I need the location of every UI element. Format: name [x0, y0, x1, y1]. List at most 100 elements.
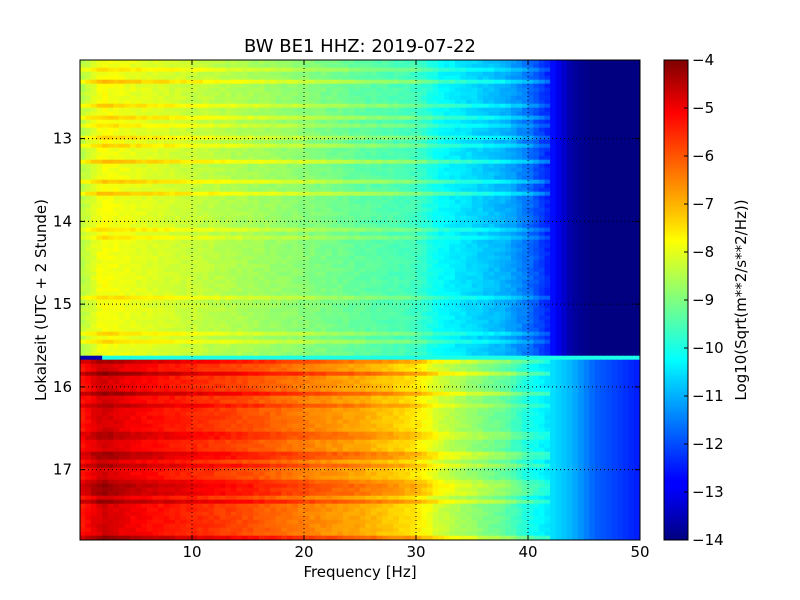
heatmap-cell: [488, 159, 495, 165]
heatmap-cell: [191, 103, 198, 109]
heatmap-cell: [634, 83, 640, 89]
heatmap-cell: [432, 167, 439, 173]
heatmap-cell: [466, 179, 473, 185]
heatmap-cell: [482, 171, 490, 177]
heatmap-cell: [242, 111, 249, 117]
heatmap-cell: [158, 135, 165, 141]
heatmap-cell: [214, 79, 221, 85]
heatmap-cell: [454, 79, 462, 85]
heatmap-cell: [555, 207, 562, 213]
heatmap-cell: [85, 215, 92, 221]
heatmap-cell: [180, 79, 187, 85]
heatmap-cell: [135, 123, 142, 129]
heatmap-cell: [359, 163, 366, 169]
heatmap-cell: [135, 63, 142, 69]
heatmap-cell: [566, 147, 574, 153]
heatmap-cell: [80, 155, 86, 161]
heatmap-cell: [533, 119, 540, 125]
heatmap-cell: [600, 167, 607, 173]
heatmap-cell: [527, 139, 534, 145]
heatmap-cell: [460, 151, 467, 157]
heatmap-cell: [80, 139, 86, 145]
heatmap-cell: [606, 243, 613, 249]
heatmap-cell: [320, 191, 327, 197]
heatmap-cell: [253, 183, 260, 189]
heatmap-cell: [516, 179, 523, 185]
heatmap-cell: [527, 235, 534, 241]
heatmap-cell: [421, 83, 428, 89]
heatmap-cell: [130, 235, 137, 241]
heatmap-cell: [214, 83, 221, 89]
heatmap-cell: [197, 191, 204, 197]
heatmap-cell: [219, 243, 226, 249]
heatmap-cell: [247, 75, 254, 81]
heatmap-cell: [600, 187, 607, 193]
heatmap-cell: [107, 95, 114, 101]
heatmap-cell: [191, 135, 198, 141]
heatmap-cell: [348, 119, 355, 125]
heatmap-cell: [298, 255, 305, 261]
heatmap-cell: [326, 155, 333, 161]
heatmap-cell: [477, 155, 484, 161]
heatmap-cell: [348, 123, 355, 129]
heatmap-cell: [404, 119, 411, 125]
heatmap-cell: [527, 247, 534, 253]
heatmap-cell: [169, 171, 176, 177]
heatmap-cell: [600, 135, 607, 141]
heatmap-cell: [611, 179, 618, 185]
heatmap-cell: [611, 99, 618, 105]
heatmap-cell: [180, 211, 187, 217]
heatmap-cell: [230, 67, 238, 73]
heatmap-cell: [236, 71, 243, 77]
heatmap-cell: [292, 60, 299, 65]
heatmap-cell: [130, 67, 137, 73]
heatmap-cell: [258, 219, 266, 225]
heatmap-cell: [180, 143, 187, 149]
heatmap-cell: [421, 75, 428, 81]
heatmap-cell: [505, 175, 512, 181]
heatmap-cell: [527, 63, 534, 69]
heatmap-cell: [566, 211, 574, 217]
heatmap-cell: [169, 195, 176, 201]
heatmap-cell: [538, 99, 546, 105]
heatmap-cell: [583, 107, 590, 113]
heatmap-cell: [102, 227, 109, 233]
heatmap-cell: [370, 71, 378, 77]
heatmap-cell: [628, 235, 635, 241]
heatmap-cell: [247, 227, 254, 233]
heatmap-cell: [432, 63, 439, 69]
heatmap-cell: [617, 135, 624, 141]
heatmap-cell: [236, 251, 243, 257]
heatmap-cell: [118, 99, 126, 105]
heatmap-cell: [404, 131, 411, 137]
heatmap-cell: [163, 71, 170, 77]
heatmap-cell: [247, 83, 254, 89]
heatmap-cell: [130, 251, 137, 257]
heatmap-cell: [460, 231, 467, 237]
heatmap-cell: [382, 95, 389, 101]
heatmap-cell: [197, 91, 204, 97]
heatmap-cell: [281, 207, 288, 213]
heatmap-cell: [477, 207, 484, 213]
heatmap-cell: [628, 83, 635, 89]
heatmap-cell: [561, 175, 568, 181]
heatmap-cell: [510, 191, 518, 197]
heatmap-cell: [482, 139, 490, 145]
heatmap-cell: [253, 167, 260, 173]
heatmap-cell: [365, 247, 372, 253]
heatmap-cell: [90, 179, 98, 185]
heatmap-cell: [342, 215, 350, 221]
heatmap-cell: [426, 87, 434, 93]
heatmap-cell: [634, 91, 640, 97]
heatmap-cell: [634, 191, 640, 197]
heatmap-cell: [180, 207, 187, 213]
heatmap-cell: [550, 199, 557, 205]
heatmap-cell: [96, 215, 103, 221]
heatmap-cell: [449, 251, 456, 257]
heatmap-cell: [158, 215, 165, 221]
heatmap-cell: [622, 239, 630, 245]
heatmap-cell: [298, 235, 305, 241]
heatmap-cell: [382, 63, 389, 69]
heatmap-cell: [370, 135, 378, 141]
heatmap-cell: [600, 251, 607, 257]
